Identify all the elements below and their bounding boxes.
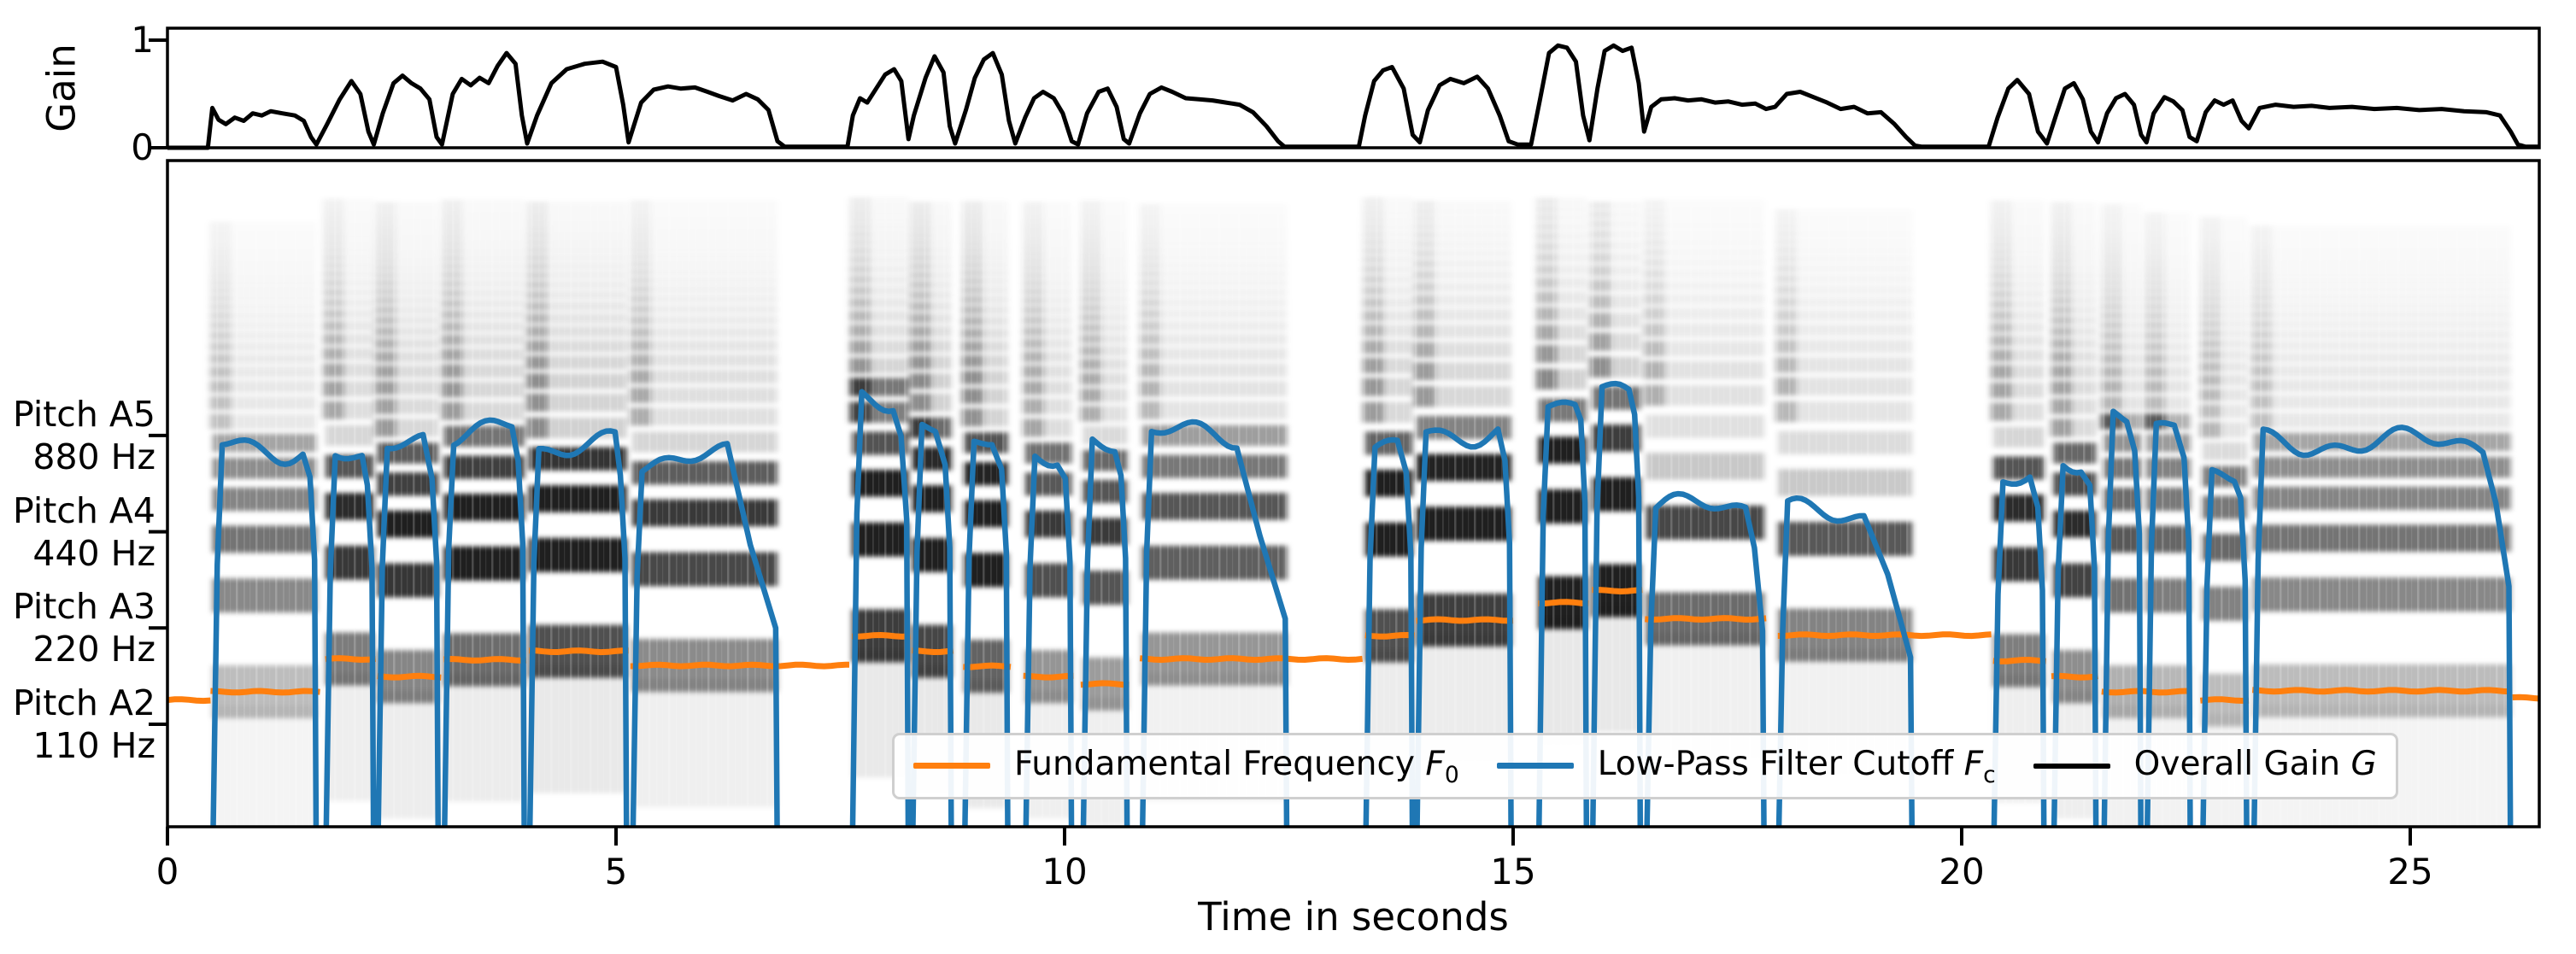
legend: Fundamental Frequency F0 Low-Pass Filter…	[892, 733, 2398, 799]
gain-tick-label: 0	[131, 126, 154, 168]
pitch-tick-label: Pitch A5 880 Hz	[13, 393, 155, 477]
legend-label-f0: Fundamental Frequency F0	[1014, 744, 1459, 788]
legend-item-gain: Overall Gain G	[2033, 745, 2377, 788]
gain-tick-label: 1	[131, 19, 154, 61]
pitch-tick-label: Pitch A3 220 Hz	[13, 586, 155, 670]
pitch-tick-label: Pitch A4 440 Hz	[13, 489, 155, 574]
x-tick-label: 5	[604, 851, 628, 893]
fc-curve	[210, 380, 2514, 827]
legend-label-fc: Low-Pass Filter Cutoff Fc	[1597, 744, 1996, 788]
x-tick-label: 20	[1939, 851, 1985, 893]
x-tick-label: 15	[1490, 851, 1536, 893]
gain-curve	[167, 43, 2539, 150]
pitch-tick-label: Pitch A2 110 Hz	[13, 682, 155, 766]
axes-frame	[149, 26, 2541, 846]
legend-label-gain: Overall Gain G	[2133, 744, 2377, 783]
f0-curve	[167, 587, 2539, 705]
f0-line-sample	[913, 763, 990, 770]
gain-axis-label: Gain	[38, 44, 85, 132]
time-axis-label: Time in seconds	[1198, 894, 1509, 939]
gain-line-sample	[2033, 763, 2110, 769]
x-tick-label: 25	[2387, 851, 2433, 893]
legend-item-f0: Fundamental Frequency F0	[913, 744, 1459, 788]
x-tick-label: 0	[155, 851, 179, 893]
spectrogram-texture	[167, 161, 2539, 827]
legend-item-fc: Low-Pass Filter Cutoff Fc	[1496, 744, 1996, 788]
x-tick-label: 10	[1042, 851, 1088, 893]
fc-line-sample	[1496, 763, 1574, 770]
